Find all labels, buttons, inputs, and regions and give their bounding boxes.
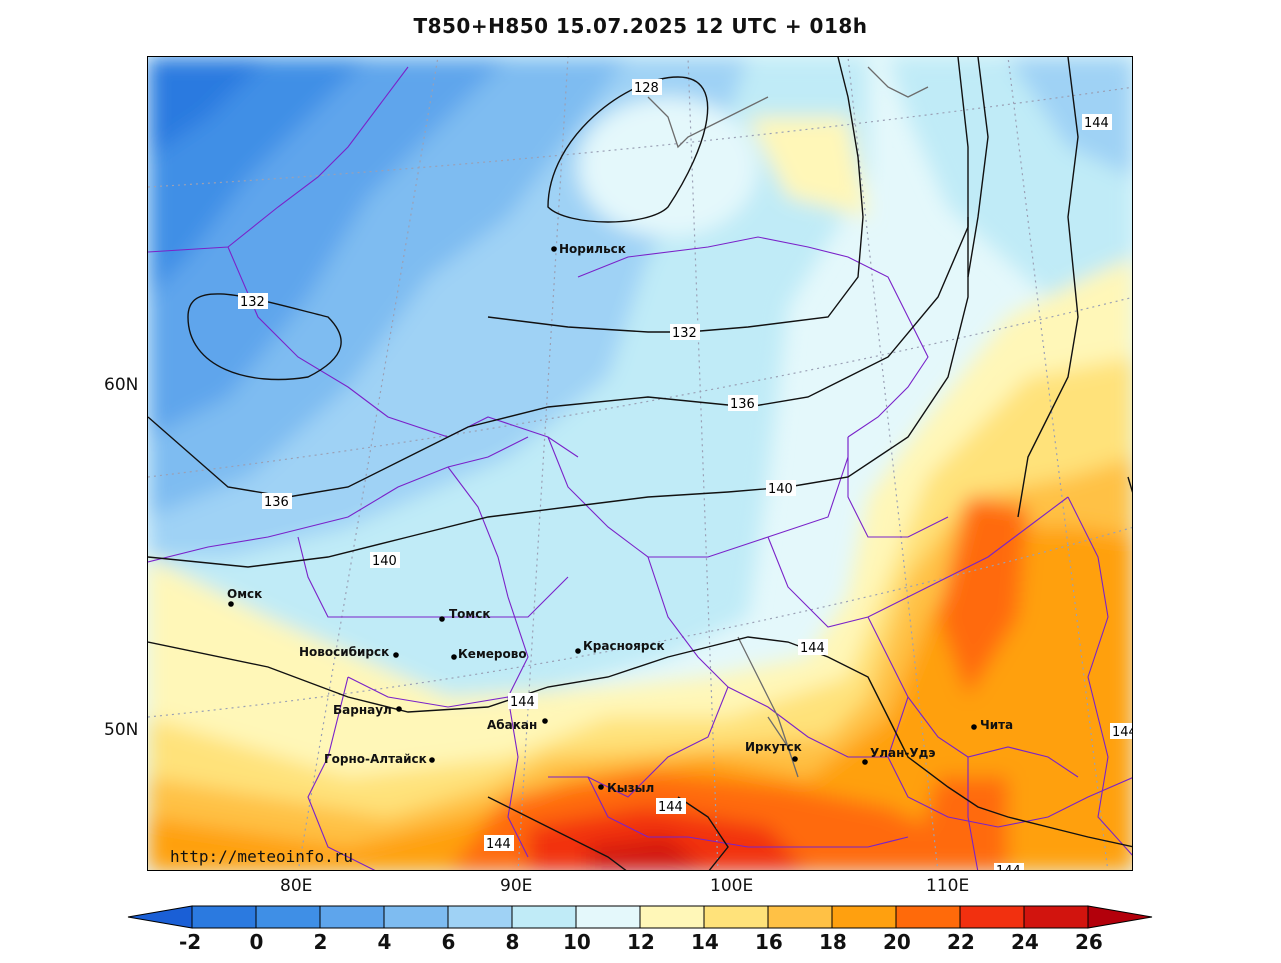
colorbar-segment bbox=[383, 905, 449, 929]
contour-label: 132 bbox=[240, 295, 265, 310]
lat-label-60n: 60N bbox=[104, 375, 139, 395]
lon-label-90e: 90E bbox=[500, 876, 533, 896]
city-label: Кызыл bbox=[607, 781, 654, 795]
colorbar-segment bbox=[959, 905, 1025, 929]
city-label: Красноярск bbox=[583, 639, 665, 653]
city-dot bbox=[792, 756, 798, 762]
colorbar-tick-label: 12 bbox=[627, 930, 655, 954]
city-markers: Норильск Омск Томск Новосибирск Кемерово… bbox=[227, 242, 1013, 795]
colorbar-tick-label: 0 bbox=[249, 930, 264, 954]
lon-label-110e: 110E bbox=[926, 876, 970, 896]
colorbar-segment bbox=[895, 905, 961, 929]
colorbar-tick-label: 22 bbox=[947, 930, 975, 954]
colorbar-segment bbox=[703, 905, 769, 929]
colorbar-max-arrow bbox=[1087, 905, 1153, 929]
colorbar-segment bbox=[319, 905, 385, 929]
city-dot bbox=[862, 759, 868, 765]
colorbar-tick-label: -2 bbox=[179, 930, 202, 954]
contour-label: 144 bbox=[800, 641, 825, 656]
city-label: Кемерово bbox=[458, 647, 527, 661]
city-label: Иркутск bbox=[745, 740, 802, 754]
city-dot bbox=[228, 601, 234, 607]
source-url: http://meteoinfo.ru bbox=[170, 847, 353, 866]
contour-label: 144 bbox=[510, 695, 535, 710]
temperature-field bbox=[148, 57, 1132, 870]
coastline bbox=[647, 66, 929, 778]
colorbar-tick-label: 26 bbox=[1075, 930, 1103, 954]
graticule bbox=[148, 57, 1132, 870]
contour-labels: 128 132 132 136 136 140 140 144 144 144 … bbox=[238, 79, 1133, 871]
colorbar-tick-label: 16 bbox=[755, 930, 783, 954]
colorbar-tick-label: 8 bbox=[505, 930, 520, 954]
colorbar-segment bbox=[639, 905, 705, 929]
city-dot bbox=[542, 718, 548, 724]
city-dot bbox=[429, 757, 435, 763]
geopotential-contours bbox=[148, 57, 1132, 870]
contour-label: 144 bbox=[996, 864, 1021, 871]
contour-label: 140 bbox=[372, 554, 397, 569]
city-label: Новосибирск bbox=[299, 645, 389, 659]
colorbar-tick-label: 24 bbox=[1011, 930, 1039, 954]
colorbar-segment bbox=[191, 905, 257, 929]
contour-label: 136 bbox=[264, 495, 289, 510]
contour-label: 144 bbox=[486, 837, 511, 852]
city-dot bbox=[971, 724, 977, 730]
colorbar-segment bbox=[255, 905, 321, 929]
contour-label: 144 bbox=[1084, 116, 1109, 131]
city-dot bbox=[439, 616, 445, 622]
city-dot bbox=[451, 654, 457, 660]
lon-label-80e: 80E bbox=[280, 876, 313, 896]
colorbar-tick-label: 2 bbox=[313, 930, 328, 954]
city-label: Горно-Алтайск bbox=[324, 752, 427, 766]
colorbar-segment bbox=[1023, 905, 1089, 929]
colorbar-segment bbox=[575, 905, 641, 929]
contour-label: 144 bbox=[1112, 725, 1133, 740]
city-label: Улан-Удэ bbox=[870, 746, 935, 760]
contour-label: 132 bbox=[672, 326, 697, 341]
colorbar bbox=[127, 905, 1153, 929]
colorbar-tick-label: 4 bbox=[377, 930, 392, 954]
city-dot bbox=[598, 784, 604, 790]
colorbar-tick-label: 10 bbox=[563, 930, 591, 954]
colorbar-tick-label: 6 bbox=[441, 930, 456, 954]
city-label: Норильск bbox=[559, 242, 626, 256]
colorbar-min-arrow bbox=[127, 905, 193, 929]
city-dot bbox=[551, 246, 557, 252]
map-area[interactable]: 128 132 132 136 136 140 140 144 144 144 … bbox=[147, 56, 1133, 871]
colorbar-tick-label: 18 bbox=[819, 930, 847, 954]
city-label: Томск bbox=[449, 607, 491, 621]
city-dot bbox=[393, 652, 399, 658]
colorbar-segment bbox=[831, 905, 897, 929]
city-label: Чита bbox=[980, 718, 1013, 732]
map-title: T850+H850 15.07.2025 12 UTC + 018h bbox=[413, 14, 868, 38]
city-label: Барнаул bbox=[333, 703, 392, 717]
temperature-map: 128 132 132 136 136 140 140 144 144 144 … bbox=[148, 57, 1133, 871]
contour-label: 144 bbox=[658, 800, 683, 815]
city-label: Абакан bbox=[487, 718, 537, 732]
colorbar-segment bbox=[447, 905, 513, 929]
contour-label: 136 bbox=[730, 397, 755, 412]
colorbar-tick-label: 14 bbox=[691, 930, 719, 954]
lat-label-50n: 50N bbox=[104, 720, 139, 740]
city-dot bbox=[396, 706, 402, 712]
colorbar-segment bbox=[511, 905, 577, 929]
contour-label: 140 bbox=[768, 482, 793, 497]
colorbar-segment bbox=[767, 905, 833, 929]
colorbar-tick-label: 20 bbox=[883, 930, 911, 954]
city-label: Омск bbox=[227, 587, 262, 601]
lon-label-100e: 100E bbox=[710, 876, 754, 896]
city-dot bbox=[575, 648, 581, 654]
region-borders bbox=[148, 66, 1132, 870]
contour-label: 128 bbox=[634, 81, 659, 96]
